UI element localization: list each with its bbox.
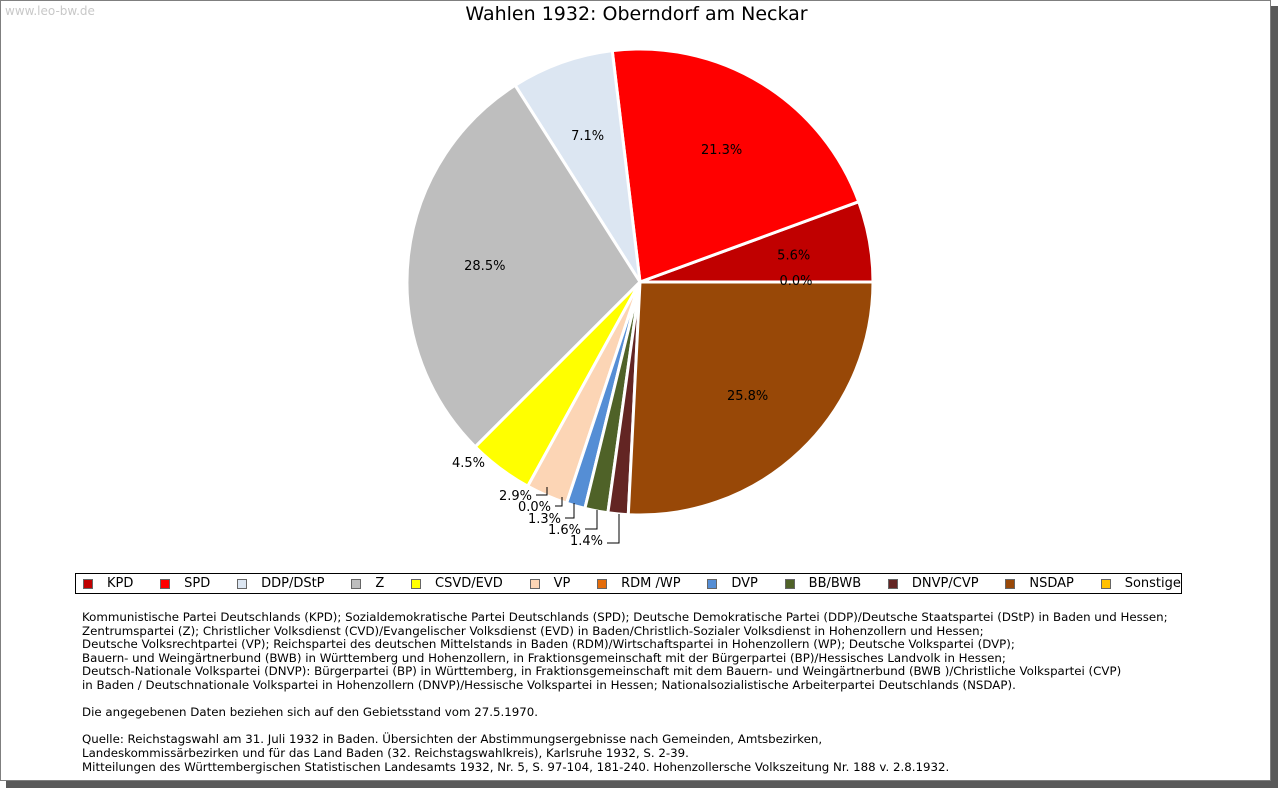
slice-vp-leader — [536, 487, 548, 496]
legend-swatch — [1100, 578, 1111, 589]
frame-shadow-right — [1271, 6, 1278, 788]
slice-spd-label: 21.3% — [701, 143, 742, 158]
note-line: Deutsche Volksrechtpartei (VP); Reichspa… — [82, 637, 1015, 652]
slice-rdm-wp-leader — [555, 497, 563, 507]
note-line: Landeskommissärbezirken und für das Land… — [82, 745, 689, 760]
note-line: in Baden / Deutschnationale Volkspartei … — [82, 677, 1016, 692]
slice-sonstige-label: 0.0% — [779, 274, 812, 289]
legend-swatch — [1005, 578, 1016, 589]
note-line: Quelle: Reichstagswahl am 31. Juli 1932 … — [82, 732, 823, 747]
footnotes: Kommunistische Partei Deutschlands (KPD)… — [82, 610, 1232, 774]
legend-item-sonstige: Sonstige — [1100, 576, 1181, 591]
legend-label: DVP — [731, 576, 758, 591]
legend-item-dvp: DVP — [707, 576, 758, 591]
legend-swatch — [83, 578, 93, 589]
note-line: Kommunistische Partei Deutschlands (KPD)… — [82, 610, 1168, 624]
legend-swatch — [529, 578, 540, 589]
watermark: www.leo-bw.de — [5, 4, 95, 18]
slice-bb-bwb-label: 1.6% — [548, 523, 581, 538]
note-line: Deutsch-Nationale Volkspartei (DNVP): Bü… — [82, 664, 1122, 679]
slice-csvd-evd-label: 4.5% — [452, 456, 485, 471]
legend-swatch — [237, 578, 248, 589]
legend-item-nsdap: NSDAP — [1005, 576, 1074, 591]
legend-label: Z — [375, 576, 385, 591]
legend-item-vp: VP — [529, 576, 571, 591]
legend-label: CSVD/EVD — [435, 576, 503, 591]
legend-swatch — [597, 578, 608, 589]
legend-item-z: Z — [351, 576, 384, 591]
slice-ddp-dstp — [513, 49, 642, 284]
slice-spd — [610, 47, 861, 284]
slice-z-label: 28.5% — [464, 259, 505, 274]
legend-swatch — [784, 578, 795, 589]
note-line: Die angegebenen Daten beziehen sich auf … — [82, 705, 538, 720]
slice-nsdap-label: 25.8% — [727, 389, 768, 404]
slice-nsdap — [626, 280, 875, 517]
legend-swatch — [411, 578, 422, 589]
slice-ddp-dstp-label: 7.1% — [571, 129, 604, 144]
legend-label: DNVP/CVP — [911, 576, 979, 591]
legend-item-ddp-dstp: DDP/DStP — [237, 576, 325, 591]
legend: KPD SPD DDP/DStP Z CSVD/EVD VP RDM /WP DVP BB/BW… — [75, 573, 1182, 594]
legend-item-dnvp-cvp: DNVP/CVP — [887, 576, 979, 591]
slice-z — [405, 83, 642, 449]
legend-item-spd: SPD — [160, 576, 210, 591]
note-line: Mitteilungen des Württembergischen Stati… — [82, 759, 950, 774]
note-line: Bauern- und Weingärtnerbund (BWB) in Wür… — [82, 650, 1006, 665]
legend-swatch — [707, 578, 718, 589]
legend-label: VP — [553, 576, 571, 591]
legend-swatch — [887, 578, 898, 589]
slice-rdm-wp-label: 0.0% — [518, 500, 551, 515]
legend-label: BB/BWB — [808, 576, 862, 591]
slice-dnvp-cvp-leader — [607, 514, 620, 544]
legend-label: SPD — [184, 576, 211, 591]
legend-item-csvd-evd: CSVD/EVD — [411, 576, 503, 591]
legend-label: NSDAP — [1029, 576, 1074, 591]
legend-swatch — [160, 578, 171, 589]
legend-item-rdm-wp: RDM /WP — [597, 576, 681, 591]
note-line: Zentrumspartei (Z); Christlicher Volksdi… — [82, 623, 984, 638]
legend-item-kpd: KPD — [83, 576, 133, 591]
note-spacer — [82, 693, 1232, 707]
slice-vp-label: 2.9% — [499, 489, 532, 504]
chart-title: Wahlen 1932: Oberndorf am Neckar — [465, 3, 808, 25]
slice-kpd-label: 5.6% — [777, 249, 810, 264]
legend-label: Sonstige — [1124, 576, 1181, 591]
slice-dvp-label: 1.3% — [528, 512, 561, 527]
frame-shadow-bottom — [6, 781, 1278, 788]
slice-dvp-leader — [565, 503, 575, 519]
legend-swatch — [351, 578, 362, 589]
legend-label: KPD — [107, 576, 134, 591]
slice-bb-bwb-leader — [585, 510, 598, 530]
slice-dnvp-cvp-label: 1.4% — [570, 534, 603, 549]
legend-label: RDM /WP — [621, 576, 681, 591]
legend-item-bb-bwb: BB/BWB — [784, 576, 862, 591]
legend-label: DDP/DStP — [261, 576, 325, 591]
